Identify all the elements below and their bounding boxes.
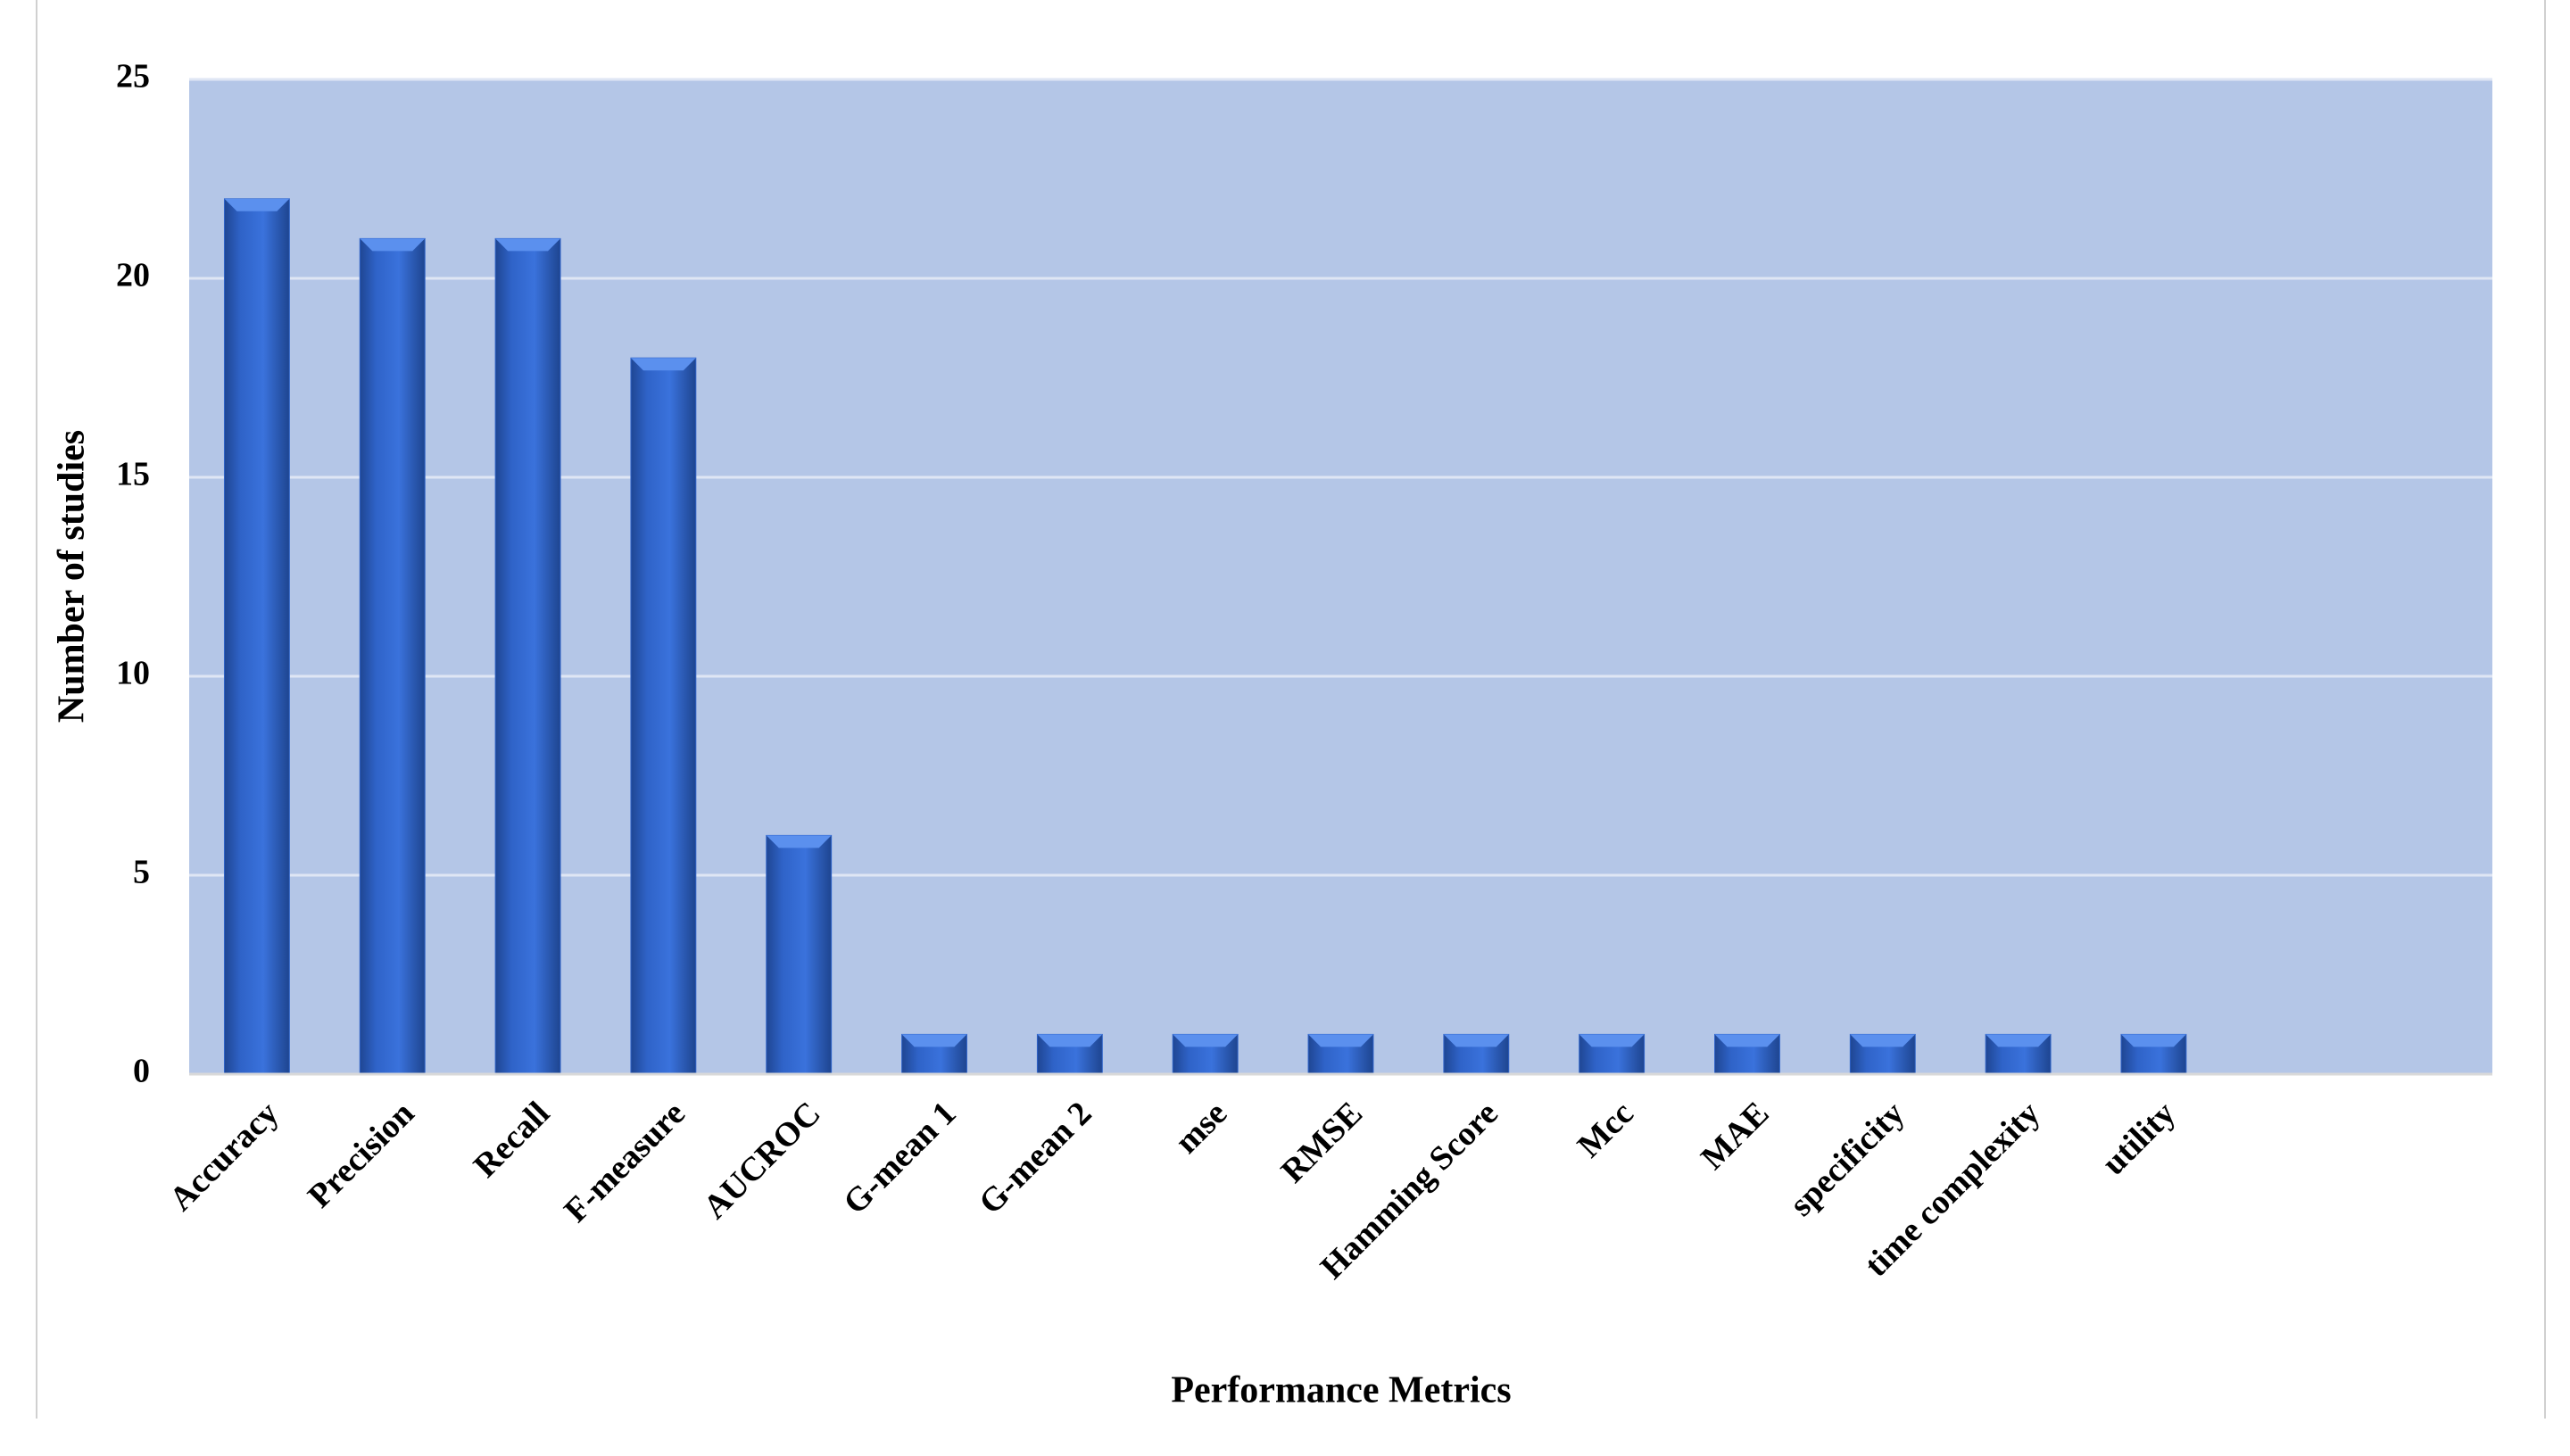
x-tick-label: utility <box>2095 1095 2183 1182</box>
bar-bevel <box>2121 1034 2186 1047</box>
bar-bevel <box>1308 1034 1373 1047</box>
bar-bevel <box>360 238 426 252</box>
y-tick-label: 25 <box>116 58 150 95</box>
x-axis-title: Performance Metrics <box>1171 1370 1511 1411</box>
y-tick-label: 15 <box>116 456 150 493</box>
bar <box>494 237 561 1075</box>
bar-bevel <box>224 198 290 211</box>
bar <box>630 357 697 1075</box>
bar-bevel <box>1443 1034 1509 1047</box>
x-tick-label: specificity <box>1783 1095 1912 1224</box>
bar <box>359 237 426 1075</box>
y-tick-label: 5 <box>133 854 150 891</box>
bar <box>223 198 290 1075</box>
bar-bevel <box>1986 1034 2052 1047</box>
bar-bevel <box>630 358 696 371</box>
x-tick-label: Mcc <box>1571 1095 1641 1165</box>
x-tick-label: Recall <box>467 1095 557 1185</box>
y-tick-label: 0 <box>133 1053 150 1090</box>
bar <box>766 834 833 1075</box>
x-tick-label: AUCROC <box>696 1095 828 1227</box>
bar-bevel <box>1173 1034 1239 1047</box>
y-axis-title: Number of studies <box>52 430 93 723</box>
x-tick-label: Precision <box>301 1095 421 1215</box>
bar-bevel <box>495 238 560 252</box>
bar-bevel <box>766 835 832 848</box>
bar-bevel <box>1037 1034 1103 1047</box>
x-tick-label: G-mean 1 <box>836 1095 963 1221</box>
x-tick-label: F-measure <box>557 1095 692 1230</box>
x-tick-label: MAE <box>1694 1095 1776 1177</box>
x-tick-label: RMSE <box>1274 1095 1370 1190</box>
bar-bevel <box>901 1034 967 1047</box>
bar-bevel <box>1579 1034 1645 1047</box>
y-tick-label: 10 <box>116 655 150 692</box>
plot-area <box>189 79 2492 1074</box>
bar-bevel <box>1850 1034 1916 1047</box>
bar-bevel <box>1714 1034 1780 1047</box>
x-tick-label: mse <box>1168 1095 1234 1161</box>
x-tick-label: G-mean 2 <box>972 1095 1098 1221</box>
x-tick-label: Accuracy <box>162 1095 286 1219</box>
y-tick-label: 20 <box>116 257 150 294</box>
